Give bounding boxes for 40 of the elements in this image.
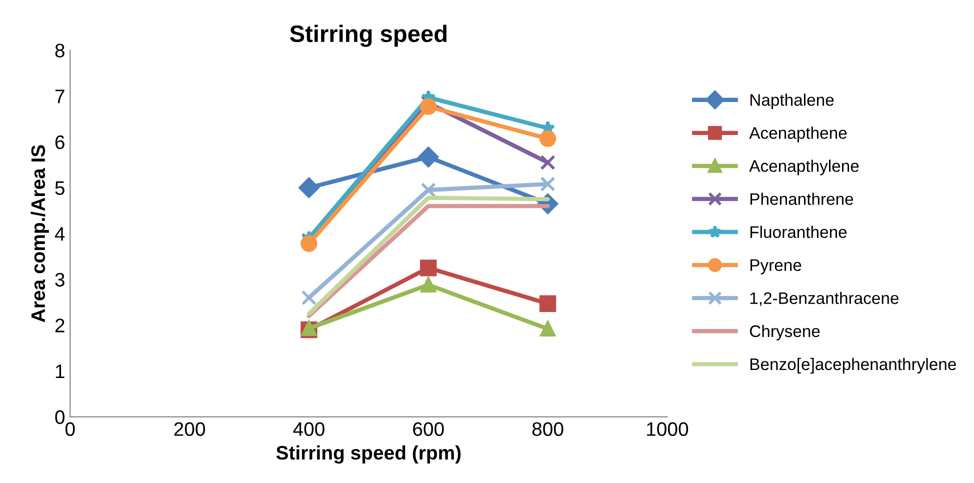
point: [539, 130, 556, 148]
y-tick-label: 6: [55, 135, 64, 150]
legend-label: 1,2-Benzanthracene: [750, 292, 898, 306]
chart-title: Stirring speed: [290, 24, 446, 47]
y-axis-title: Area comp./Area IS: [30, 145, 49, 322]
legend-label: Napthalene: [750, 94, 834, 110]
point: [539, 295, 556, 312]
point: [540, 154, 556, 170]
point: [301, 290, 317, 306]
legend-label: Pyrene: [750, 259, 802, 274]
y-tick-label: 0: [55, 410, 65, 424]
point: [540, 321, 556, 336]
y-tick-label: 3: [55, 272, 64, 287]
point: [420, 260, 437, 276]
x-tick-label: 0: [65, 422, 75, 436]
x-tick-label: 800: [532, 422, 564, 436]
x-tick-label: 1000: [647, 422, 688, 436]
y-tick-label: 4: [54, 227, 65, 241]
y-tick-label: 8: [55, 44, 64, 58]
point: [418, 146, 439, 168]
legend-label: Phenanthrene: [750, 192, 854, 205]
x-axis-title: Stirring speed (rpm): [276, 445, 461, 464]
x-tick-label: 600: [413, 422, 444, 436]
legend-label: Acenapthylene: [749, 160, 859, 176]
y-tick-label: 7: [55, 90, 64, 104]
legend-label: Chrysene: [750, 324, 820, 340]
point: [298, 177, 320, 198]
legend-label: Acenapthene: [749, 126, 847, 142]
y-tick-label: 1: [56, 364, 64, 378]
y-tick-label: 2: [55, 318, 64, 332]
legend-label: Benzo[e]acephenanthrylene: [750, 358, 956, 374]
x-tick-label: 400: [293, 422, 324, 436]
point: [420, 182, 436, 198]
point: [420, 98, 437, 115]
x-tick-label: 200: [174, 422, 206, 436]
point: [420, 277, 436, 292]
point: [300, 235, 318, 252]
y-tick-label: 5: [55, 181, 64, 195]
point: [540, 176, 556, 192]
legend-label: Fluoranthene: [750, 226, 847, 238]
